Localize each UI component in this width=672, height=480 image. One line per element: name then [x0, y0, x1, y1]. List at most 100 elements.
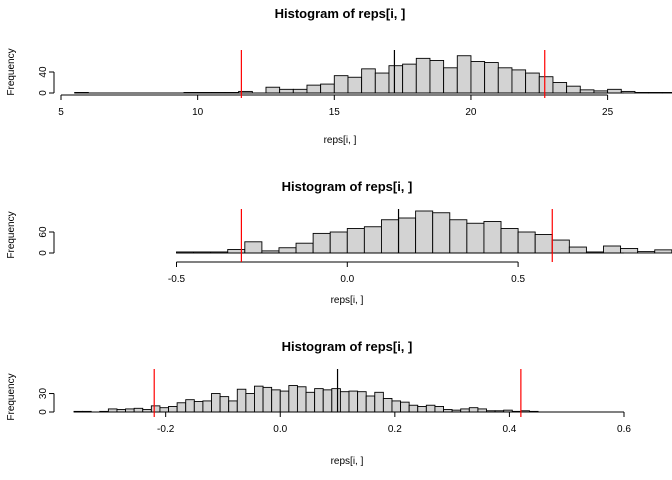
panel-1-x-axis: 5 10 15 20 25 [58, 94, 614, 118]
histogram-bar [434, 406, 444, 413]
histogram-bar [279, 390, 290, 413]
histogram-bar [333, 75, 349, 94]
histogram-bar [312, 232, 331, 254]
histogram-bar [292, 88, 308, 94]
panel-1: Histogram of reps[i, ] reps[i, ] Frequen… [6, 6, 672, 146]
histogram-bar [288, 385, 298, 413]
x-tick-label: 15 [329, 107, 341, 118]
panel-2-ylabel: Frequency [6, 211, 17, 258]
x-tick-label: 0.5 [511, 274, 525, 285]
histogram-bar [637, 251, 656, 254]
panel-2-x-axis: -0.5 0.0 0.5 [168, 261, 525, 285]
histogram-bar [470, 61, 486, 94]
y-tick-label: 0 [38, 90, 49, 96]
panel-2-y-axis: 0 60 [38, 226, 55, 256]
histogram-bar [314, 388, 324, 413]
histogram-bar [374, 72, 390, 94]
panel-2-title: Histogram of reps[i, ] [282, 179, 413, 194]
x-tick-label: 0.0 [340, 274, 354, 285]
histogram-bar [363, 226, 382, 254]
histogram-bar [603, 245, 622, 254]
histogram-bar [331, 388, 341, 413]
histogram-bar [391, 400, 402, 413]
histogram-bar [408, 404, 419, 413]
x-tick-label: 5 [58, 107, 64, 118]
histogram-bar [227, 249, 246, 254]
histogram-bar [193, 401, 204, 413]
histogram-bar [552, 82, 568, 94]
histogram-bar [265, 86, 281, 94]
x-tick-label: 10 [192, 107, 204, 118]
panel-2-bars [176, 210, 672, 254]
histogram-bar [654, 249, 672, 254]
panel-1-ylabel: Frequency [6, 48, 17, 95]
x-tick-label: -0.2 [157, 424, 175, 435]
x-tick-label: 0.6 [617, 424, 631, 435]
histogram-bar [346, 228, 365, 254]
histogram-bar [306, 84, 322, 94]
histogram-bar [236, 388, 247, 413]
panel-2-reference-lines [240, 209, 553, 262]
histogram-bar [429, 60, 445, 94]
x-tick-label: 0.0 [273, 424, 287, 435]
histogram-bar [348, 390, 359, 413]
histogram-bar [466, 222, 485, 254]
histogram-bar [620, 247, 639, 254]
histogram-bar [305, 391, 316, 413]
x-tick-label: -0.5 [168, 274, 186, 285]
histogram-bar [211, 393, 221, 413]
y-tick-label: 0 [38, 409, 49, 415]
histogram-bar [415, 210, 434, 254]
y-tick-label: 30 [38, 388, 49, 400]
histogram-bar [254, 385, 264, 413]
histogram-bar [245, 393, 255, 413]
histogram-bar [566, 85, 581, 94]
panel-1-y-axis: 0 40 [38, 66, 55, 96]
histogram-bar [244, 241, 263, 254]
histogram-bar [425, 404, 436, 413]
panel-1-bars [74, 55, 672, 94]
histogram-bar [400, 401, 410, 413]
histogram-bar [381, 219, 399, 254]
histogram-bar [432, 212, 451, 254]
histogram-bar [133, 407, 144, 413]
histogram-bar [228, 400, 238, 413]
histogram-bar [279, 88, 294, 94]
histogram-bar [500, 228, 519, 254]
histogram-bar [150, 405, 161, 413]
panel-1-xlabel: reps[i, ] [324, 135, 357, 146]
y-tick-label: 60 [38, 226, 49, 238]
histogram-bar [262, 386, 273, 413]
histogram-bar [456, 55, 472, 94]
histogram-bar [402, 63, 417, 94]
histogram-bar [357, 391, 367, 413]
histogram-bar [551, 239, 570, 254]
panel-3-xlabel: reps[i, ] [331, 456, 364, 467]
panel-3-reference-lines [153, 369, 522, 417]
y-tick-label: 40 [38, 66, 49, 78]
histogram-bar [661, 92, 672, 94]
histogram-bar [415, 57, 431, 94]
histogram-bar [365, 395, 376, 413]
histogram-bar [159, 407, 169, 413]
panel-3-y-axis: 0 30 [38, 388, 55, 415]
histogram-bar [176, 402, 187, 413]
y-tick-label: 0 [38, 250, 49, 256]
histogram-bar [517, 231, 536, 254]
histogram-bar [443, 67, 458, 94]
panel-2-xlabel: reps[i, ] [331, 295, 364, 306]
histogram-bar [202, 400, 212, 413]
histogram-bar [347, 76, 363, 94]
histogram-bar [278, 247, 297, 254]
panel-1-title: Histogram of reps[i, ] [275, 6, 406, 21]
panel-3-x-axis: -0.2 0.0 0.2 0.4 0.6 [157, 411, 631, 435]
histogram-bar [296, 386, 307, 413]
histogram-bar [449, 219, 468, 254]
panel-3-bars [73, 385, 624, 413]
histogram-bar [484, 62, 499, 94]
x-tick-label: 0.4 [502, 424, 516, 435]
x-tick-label: 20 [465, 107, 477, 118]
histogram-bar [382, 398, 393, 413]
histogram-bar [568, 246, 587, 254]
